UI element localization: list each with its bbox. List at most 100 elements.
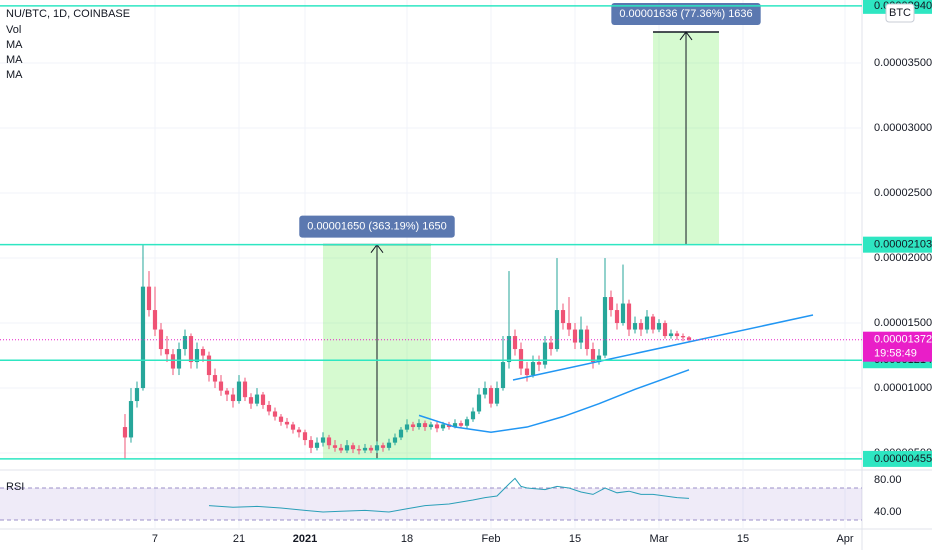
x-tick-label: Feb	[482, 533, 501, 545]
candle-body	[602, 297, 608, 356]
candle-body	[224, 390, 230, 395]
x-tick-label: Apr	[836, 533, 853, 545]
candle-body	[578, 329, 584, 343]
candle-body	[566, 323, 572, 330]
candle-body	[548, 342, 554, 350]
candle-body	[314, 442, 320, 448]
x-tick-label: 7	[152, 533, 158, 545]
candle-body	[656, 323, 662, 330]
candle-body	[284, 421, 290, 425]
candle-body	[290, 424, 296, 430]
legend-item: MA	[6, 54, 23, 66]
candle-body	[194, 349, 200, 363]
level-label: 0.00002103	[874, 239, 932, 251]
rsi-tick-label: 80.00	[874, 474, 902, 486]
candle-body	[554, 310, 560, 350]
candle-body	[572, 329, 578, 343]
x-tick-label: Mar	[650, 533, 669, 545]
candle-body	[608, 297, 614, 311]
candle-body	[488, 388, 494, 404]
candle-body	[344, 445, 350, 451]
candle-body	[422, 423, 428, 428]
rsi-title: RSI	[6, 481, 24, 493]
ma-line	[418, 369, 690, 434]
candle-body	[524, 368, 530, 376]
candle-body	[308, 440, 314, 448]
candle-body	[428, 424, 434, 428]
candle-body	[614, 310, 620, 324]
y-tick-label: 0.00002500	[874, 187, 932, 199]
measure-label-bg	[611, 2, 761, 25]
y-tick-label: 0.00001000	[874, 382, 932, 394]
candle-body	[380, 445, 386, 448]
candle-body	[146, 286, 152, 311]
candle-body	[482, 388, 488, 395]
candle-body	[134, 388, 140, 402]
y-tick-label: 0.00001500	[874, 317, 932, 329]
legend-item: Vol	[6, 24, 21, 36]
candle-body	[458, 423, 464, 426]
x-tick-label: 21	[233, 533, 245, 545]
countdown: 19:58:49	[874, 348, 917, 360]
candle-body	[164, 349, 170, 355]
candle-body	[170, 354, 176, 369]
level-label: 0.00000455	[874, 453, 932, 465]
measure-label: 0.00001650 (363.19%) 1650	[307, 221, 446, 233]
candle-body	[212, 375, 218, 382]
candle-body	[638, 323, 644, 330]
x-tick-label: 2021	[293, 533, 317, 545]
x-tick-label: 15	[737, 533, 749, 545]
candle-body	[350, 445, 356, 450]
last-price-label: 0.00001372	[874, 334, 932, 346]
rsi-band	[0, 488, 862, 520]
candle-body	[254, 394, 260, 404]
candle-body	[668, 333, 674, 337]
candle-body	[680, 336, 686, 338]
candle-body	[650, 316, 656, 330]
candle-body	[494, 388, 500, 404]
candle-body	[632, 323, 638, 330]
candle-body	[122, 427, 128, 438]
candle-body	[176, 349, 182, 369]
candle-body	[278, 416, 284, 422]
y-tick-label: 0.00002000	[874, 252, 932, 264]
candle-body	[200, 349, 206, 356]
candle-body	[500, 362, 506, 389]
candle-body	[368, 447, 374, 451]
candle-body	[560, 310, 566, 324]
candle-body	[590, 349, 596, 363]
candle-body	[266, 404, 272, 412]
chart-title: NU/BTC, 1D, COINBASE	[6, 8, 130, 20]
y-tick-label: 0.00003500	[874, 57, 932, 69]
candle-body	[362, 447, 368, 451]
candle-body	[434, 424, 440, 429]
x-tick-label: 15	[569, 533, 581, 545]
candle-body	[302, 432, 308, 441]
candle-body	[470, 411, 476, 420]
candle-body	[506, 336, 512, 363]
candle-body	[242, 381, 248, 398]
candle-body	[338, 447, 344, 451]
last-price-bg	[863, 331, 932, 362]
candle-body	[626, 303, 632, 330]
candle-body	[206, 355, 212, 376]
candle-body	[518, 349, 524, 369]
candle-body	[530, 362, 536, 376]
currency-badge	[885, 3, 915, 23]
candle-body	[356, 449, 362, 451]
candle-body	[140, 286, 146, 389]
currency-label: BTC	[889, 7, 911, 19]
candle-body	[536, 362, 542, 365]
candle-body	[152, 310, 158, 330]
legend-item: MA	[6, 69, 23, 81]
level-label-bg	[863, 450, 932, 467]
candle-body	[476, 394, 482, 412]
candle-body	[230, 394, 236, 402]
candle-body	[584, 329, 590, 350]
rsi-tick-label: 40.00	[874, 506, 902, 518]
candle-body	[644, 316, 650, 330]
candle-body	[272, 411, 278, 417]
